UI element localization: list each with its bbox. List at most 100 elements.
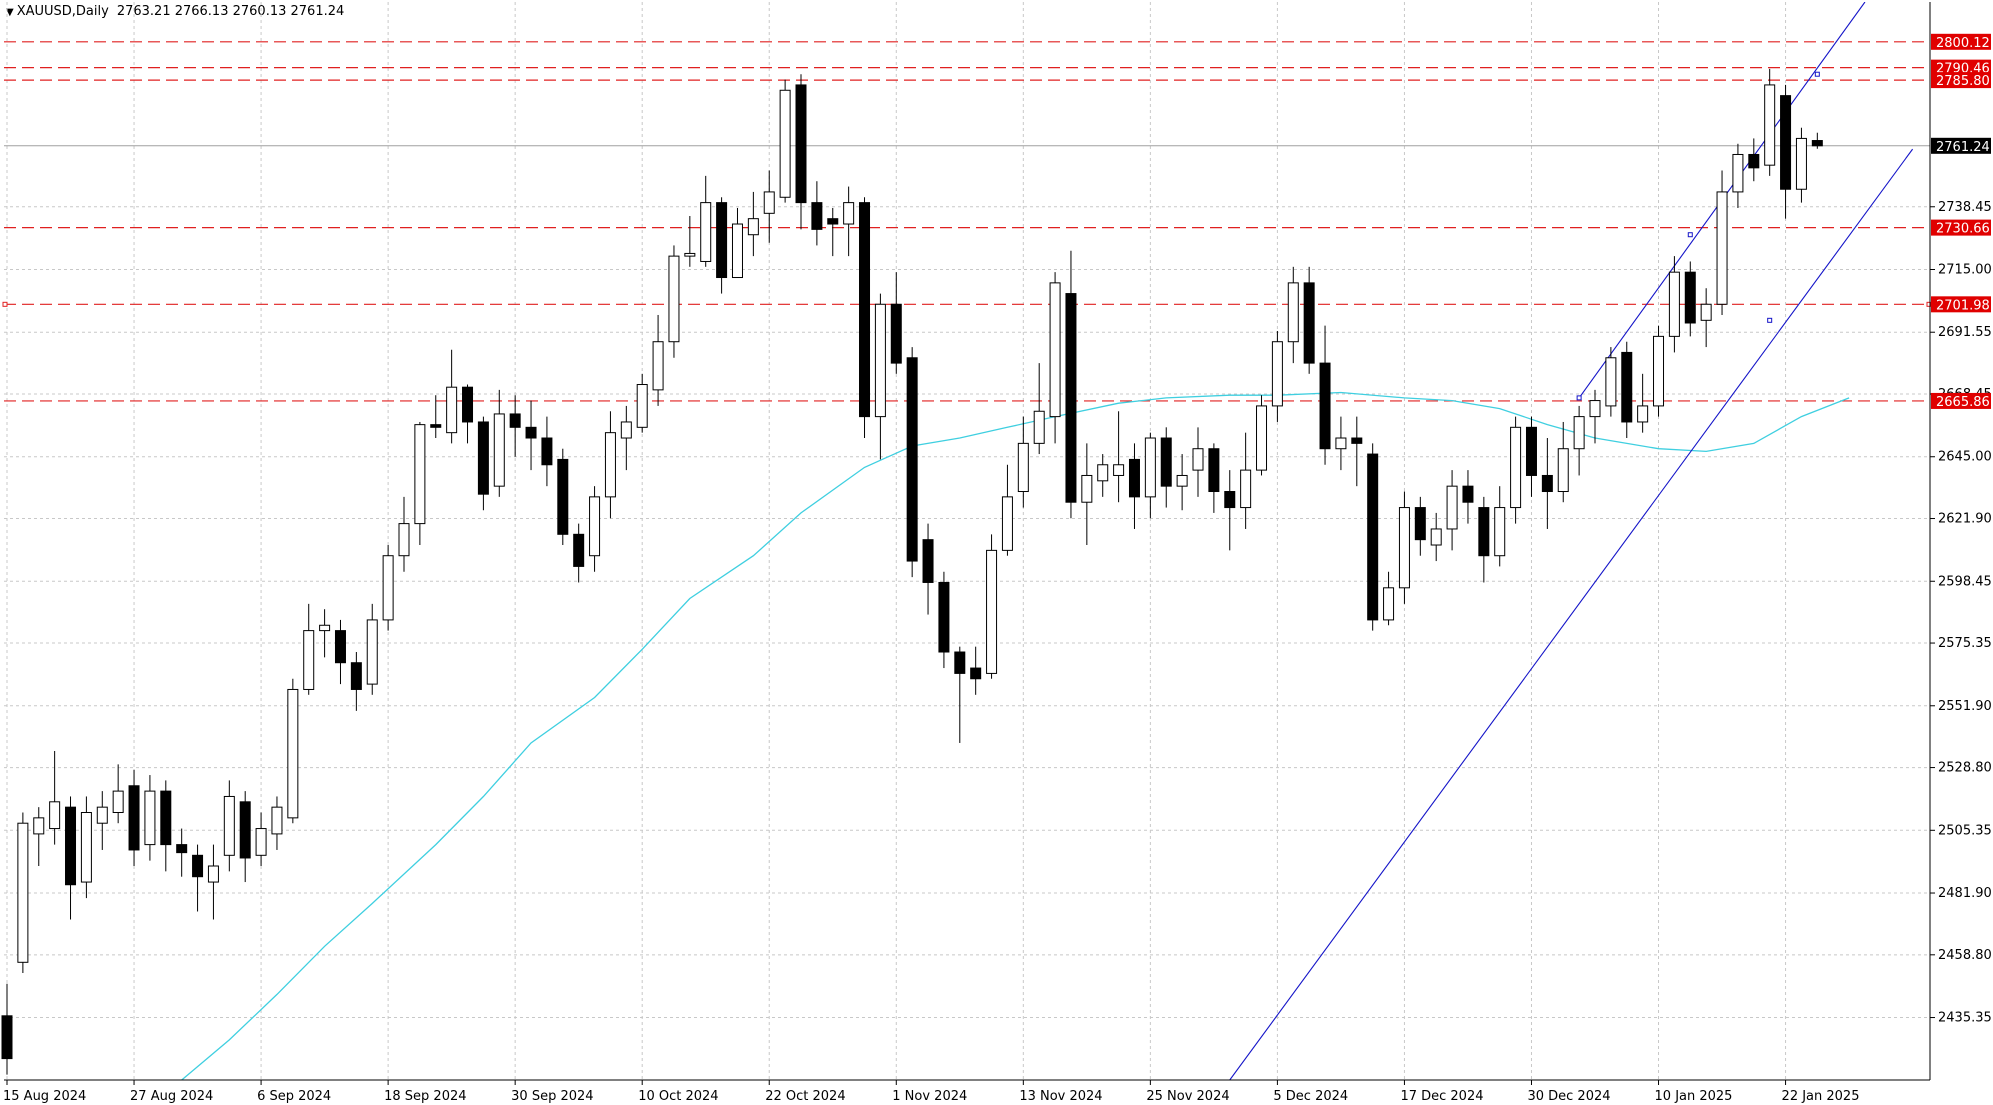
level-label-bg — [1931, 219, 1991, 236]
x-tick-label: 30 Dec 2024 — [1527, 1089, 1610, 1104]
candle-bear — [1319, 362, 1331, 450]
channel-anchor[interactable] — [1767, 317, 1773, 323]
current-price-label: 2761.24 — [1936, 140, 1990, 155]
candle-bear — [1, 1015, 13, 1060]
candle-bull — [1510, 426, 1522, 509]
candle-bull — [255, 828, 267, 856]
channel-anchor[interactable] — [1576, 395, 1582, 401]
x-tick-label: 1 Nov 2024 — [892, 1089, 967, 1104]
candle-bear — [938, 581, 950, 653]
candle-bear — [906, 357, 918, 562]
candle-bull — [1446, 485, 1458, 530]
channel-anchor[interactable] — [1814, 71, 1820, 77]
x-tick-label: 22 Jan 2025 — [1782, 1089, 1860, 1104]
candle-bull — [1716, 191, 1728, 305]
y-tick-label: 2575.35 — [1938, 636, 1992, 651]
candle-bull — [986, 549, 998, 674]
candle-bear — [128, 785, 140, 851]
candle-bull — [1033, 410, 1045, 444]
candle-bull — [1557, 448, 1569, 493]
candle-bull — [1732, 153, 1744, 193]
candle-bear — [1367, 453, 1379, 621]
candle-bull — [366, 619, 378, 685]
candle-bear — [1160, 437, 1172, 487]
level-label-bg — [1931, 72, 1991, 89]
candle-bull — [1383, 587, 1395, 621]
candle-bear — [954, 651, 966, 674]
candle-bear — [477, 421, 489, 495]
candle-bull — [1240, 469, 1252, 509]
channel-lower-line[interactable] — [1229, 148, 1914, 1080]
y-tick-label: 2715.00 — [1938, 262, 1992, 277]
level-label: 2785.80 — [1936, 74, 1990, 89]
candle-bear — [1128, 458, 1140, 498]
candle-bull — [747, 218, 759, 236]
candle-bull — [763, 191, 775, 214]
candle-bear — [430, 424, 442, 428]
y-tick-label: 2621.90 — [1938, 512, 1992, 527]
x-tick-label: 25 Nov 2024 — [1146, 1089, 1229, 1104]
candle-bear — [239, 801, 251, 859]
candle-bull — [33, 817, 45, 835]
candle-bull — [1271, 341, 1283, 407]
candle-bear — [859, 202, 871, 418]
candle-bull — [398, 523, 410, 557]
candle-bull — [49, 801, 61, 830]
candle-bear — [160, 790, 172, 846]
candle-bull — [700, 202, 712, 262]
y-tick-label: 2598.45 — [1938, 574, 1992, 589]
candle-bear — [827, 218, 839, 225]
candle-bull — [1637, 405, 1649, 423]
candle-bull — [446, 386, 458, 434]
candle-bear — [1065, 293, 1077, 503]
y-tick-label: 2738.45 — [1938, 200, 1992, 215]
candle-bear — [1780, 95, 1792, 190]
x-tick-label: 22 Oct 2024 — [765, 1089, 845, 1104]
level-anchor-left[interactable] — [2, 301, 8, 307]
x-tick-label: 5 Dec 2024 — [1273, 1089, 1348, 1104]
candle-bull — [17, 822, 29, 963]
candle-bull — [1764, 84, 1776, 166]
candle-bear — [1414, 507, 1426, 541]
candle-bull — [604, 432, 616, 498]
candle-bull — [112, 790, 124, 814]
candle-bull — [1589, 400, 1601, 418]
candle-bear — [1748, 153, 1760, 169]
candle-bull — [1049, 282, 1061, 418]
candle-bull — [1287, 282, 1299, 343]
candle-bear — [573, 533, 585, 567]
candle-bear — [176, 844, 188, 854]
candle-bull — [207, 865, 219, 883]
chart-header: ▼ XAUUSD,Daily 2763.21 2766.13 2760.13 276… — [6, 4, 344, 19]
level-label: 2665.86 — [1936, 395, 1990, 410]
candle-bear — [1208, 448, 1220, 493]
candle-bull — [1430, 528, 1442, 546]
candle-bull — [1081, 474, 1093, 503]
x-tick-label: 17 Dec 2024 — [1400, 1089, 1483, 1104]
candle-bull — [1335, 437, 1347, 450]
x-tick-label: 18 Sep 2024 — [384, 1089, 466, 1104]
channel-anchor[interactable] — [1687, 232, 1693, 238]
candle-bear — [1351, 437, 1363, 444]
level-label-bg — [1931, 296, 1991, 313]
candle-bull — [1573, 416, 1585, 450]
y-tick-label: 2505.35 — [1938, 823, 1992, 838]
candle-bear — [541, 437, 553, 466]
candle-bear — [334, 630, 346, 664]
triangle-down-icon[interactable]: ▼ — [6, 7, 14, 18]
x-tick-label: 10 Jan 2025 — [1655, 1089, 1733, 1104]
candle-bear — [557, 458, 569, 535]
candle-bull — [1605, 357, 1617, 407]
candle-bear — [1684, 271, 1696, 324]
y-tick-label: 2691.55 — [1938, 325, 1992, 340]
candle-bull — [271, 806, 283, 835]
candle-bear — [970, 667, 982, 680]
y-tick-label: 2435.35 — [1938, 1011, 1992, 1026]
candle-bull — [1097, 464, 1109, 482]
candle-bull — [382, 555, 394, 621]
level-label: 2800.12 — [1936, 36, 1990, 51]
candle-bear — [1224, 491, 1236, 509]
x-tick-label: 30 Sep 2024 — [511, 1089, 593, 1104]
candle-bull — [1494, 507, 1506, 557]
